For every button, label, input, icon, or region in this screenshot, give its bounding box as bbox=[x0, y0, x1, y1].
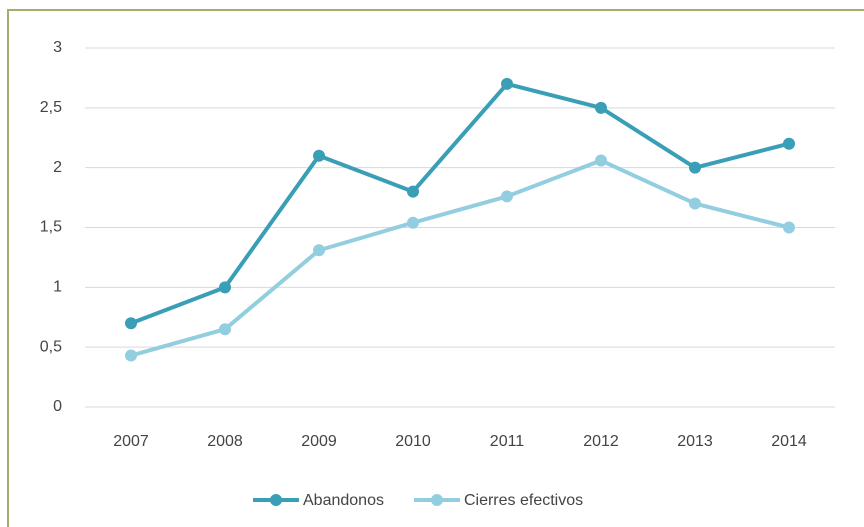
data-point bbox=[595, 101, 607, 114]
x-tick-label: 2010 bbox=[395, 433, 431, 450]
data-point bbox=[313, 244, 325, 257]
data-point bbox=[783, 221, 795, 234]
data-point bbox=[219, 281, 231, 294]
y-tick-label: 3 bbox=[53, 39, 62, 56]
data-point bbox=[313, 149, 325, 162]
x-tick-label: 2008 bbox=[207, 433, 243, 450]
x-tick-label: 2009 bbox=[301, 433, 337, 450]
data-point bbox=[125, 317, 137, 330]
data-point bbox=[407, 185, 419, 198]
data-point bbox=[595, 154, 607, 167]
data-point bbox=[689, 197, 701, 210]
x-tick-label: 2012 bbox=[583, 433, 619, 450]
data-point bbox=[125, 349, 137, 362]
y-tick-label: 1 bbox=[53, 279, 62, 296]
x-tick-label: 2013 bbox=[677, 433, 713, 450]
x-tick-label: 2011 bbox=[490, 433, 525, 450]
data-point bbox=[501, 190, 513, 203]
x-tick-label: 2014 bbox=[771, 433, 807, 450]
y-tick-label: 1,5 bbox=[40, 219, 62, 236]
data-point bbox=[407, 216, 419, 229]
series-line bbox=[130, 158, 790, 358]
y-tick-label: 2,5 bbox=[40, 99, 62, 116]
data-point bbox=[689, 161, 701, 174]
data-point bbox=[783, 137, 795, 150]
series-line bbox=[130, 81, 790, 326]
legend-label: Cierres efectivos bbox=[464, 492, 583, 509]
frame bbox=[7, 9, 864, 527]
data-point bbox=[219, 323, 231, 336]
legend-marker bbox=[270, 494, 282, 506]
x-tick-label: 2007 bbox=[113, 433, 149, 450]
y-tick-label: 2 bbox=[53, 159, 62, 176]
legend-label: Abandonos bbox=[303, 492, 384, 509]
legend-marker bbox=[430, 494, 443, 506]
y-tick-label: 0 bbox=[53, 398, 62, 415]
data-point bbox=[501, 77, 513, 90]
y-tick-label: 0,5 bbox=[40, 338, 62, 355]
